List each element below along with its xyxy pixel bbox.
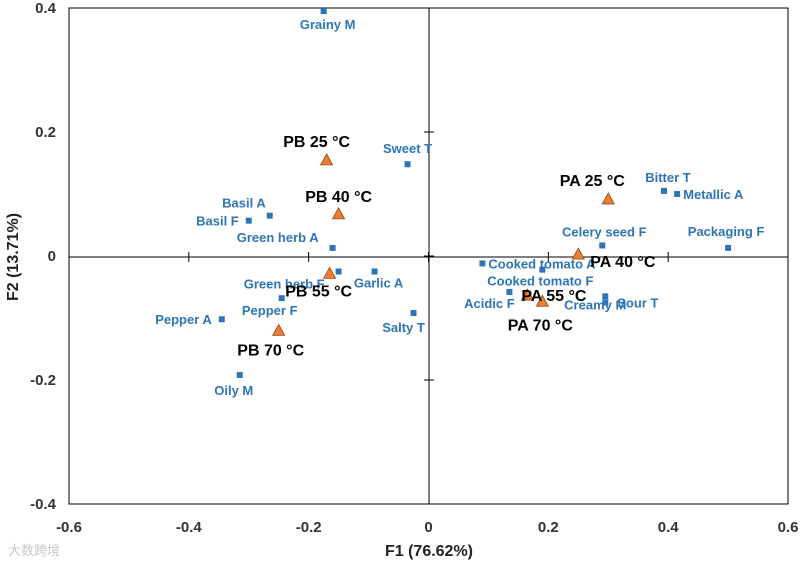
attribute-point xyxy=(539,266,546,273)
x-tick-label: -0.6 xyxy=(56,519,82,536)
attribute-label: Grainy M xyxy=(300,17,356,32)
attribute-label: Green herb A xyxy=(237,230,319,245)
attribute-point xyxy=(725,244,732,251)
x-axis-title: F1 (76.62%) xyxy=(385,543,473,560)
attribute-label: Basil F xyxy=(196,214,239,229)
attribute-label: Salty T xyxy=(382,320,425,335)
x-tick-label: -0.2 xyxy=(296,519,322,536)
attribute-label: Sour T xyxy=(617,296,658,311)
sample-point xyxy=(520,288,535,301)
attribute-label: Garlic A xyxy=(354,276,404,291)
attribute-label: Pepper F xyxy=(242,303,298,318)
attribute-label: Oily M xyxy=(214,383,253,398)
attribute-point xyxy=(329,244,336,251)
attribute-point xyxy=(404,161,411,168)
attribute-point xyxy=(599,242,606,249)
sample-label: PA 55 °C xyxy=(521,288,587,305)
sample-label: PB 40 °C xyxy=(305,189,372,206)
attribute-point xyxy=(479,260,486,267)
sample-label: PA 70 °C xyxy=(508,317,574,334)
y-tick-label: 0 xyxy=(48,248,56,265)
attribute-point xyxy=(602,299,609,306)
attribute-point xyxy=(245,217,252,224)
y-axis-title: F2 (13.71%) xyxy=(5,213,22,301)
y-tick-label: -0.4 xyxy=(30,496,57,513)
sample-point xyxy=(571,247,585,260)
attribute-point xyxy=(410,310,417,317)
sample-label: PB 55 °C xyxy=(285,283,352,300)
attribute-point xyxy=(266,212,273,219)
sample-label: PA 25 °C xyxy=(560,173,626,190)
attribute-label: Acidic F xyxy=(464,296,515,311)
sample-point xyxy=(319,153,334,166)
sample-label: PB 70 °C xyxy=(237,342,304,359)
y-tick-label: 0.4 xyxy=(35,0,57,17)
attribute-label: Green herb F xyxy=(244,277,325,292)
sample-label: PB 25 °C xyxy=(283,134,350,151)
attribute-label: Basil A xyxy=(222,196,266,211)
x-tick-label: 0 xyxy=(424,519,432,536)
attribute-point xyxy=(371,268,378,275)
attribute-point xyxy=(602,293,609,300)
sample-point xyxy=(535,294,550,307)
attribute-point xyxy=(218,316,225,323)
x-tick-label: 0.6 xyxy=(778,519,799,536)
attribute-label: Cooked tomato A xyxy=(488,256,596,271)
attribute-label: Metallic A xyxy=(683,187,744,202)
x-tick-label: 0.4 xyxy=(658,519,680,536)
watermark-text: 大数跨境 xyxy=(8,544,61,559)
y-tick-label: 0.2 xyxy=(35,124,56,141)
attribute-label: Celery seed F xyxy=(562,224,647,239)
sample-point xyxy=(601,192,615,205)
attribute-point xyxy=(674,191,681,197)
attribute-point xyxy=(335,268,342,275)
sample-point xyxy=(331,207,346,220)
x-tick-label: 0.2 xyxy=(538,519,559,536)
attribute-label: Sweet T xyxy=(383,141,432,156)
attribute-label: Creamy M xyxy=(564,297,626,312)
attribute-label: Cooked tomato F xyxy=(487,274,593,289)
attribute-point xyxy=(278,295,285,302)
attribute-label: Packaging F xyxy=(688,224,765,239)
attribute-point xyxy=(660,187,667,194)
sample-point xyxy=(272,323,286,336)
attribute-label: Bitter T xyxy=(645,170,691,185)
attribute-point xyxy=(506,288,513,295)
sample-point xyxy=(322,266,337,279)
attribute-point xyxy=(320,8,327,15)
sample-label: PA 40 °C xyxy=(590,254,656,271)
attribute-label: Pepper A xyxy=(155,312,212,327)
x-tick-label: -0.4 xyxy=(176,519,203,536)
attribute-point xyxy=(236,372,243,379)
y-tick-label: -0.2 xyxy=(30,372,56,389)
